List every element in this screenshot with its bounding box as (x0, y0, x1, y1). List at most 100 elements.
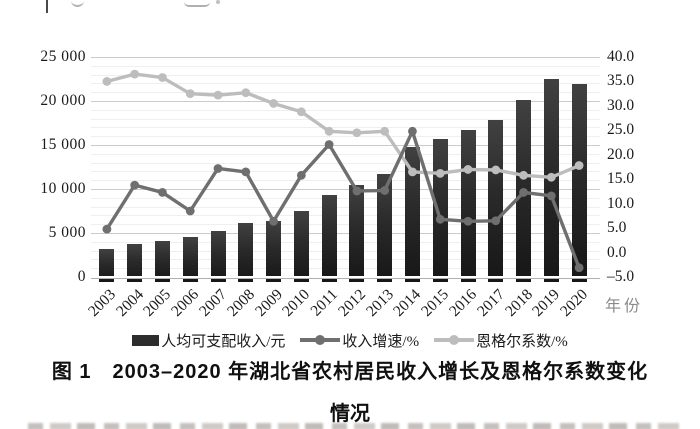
gridline-1000 (91, 268, 600, 270)
income-growth-point-2013 (380, 186, 390, 195)
income-growth-line-swatch-icon (300, 335, 341, 345)
legend-label-disposable-income: 人均可支配收入/元 (161, 333, 286, 350)
engel-point-2016 (463, 165, 473, 174)
x-tick-label-2011: 2011 (307, 286, 342, 320)
income-growth-point-2017 (491, 216, 501, 226)
income-growth-line (105, 129, 581, 269)
bar-2003 (99, 248, 115, 282)
x-tick-label-2013: 2013 (362, 286, 397, 320)
engel-point-2005 (158, 73, 167, 82)
gridline-25000 (91, 57, 600, 58)
x-tick-label-2018: 2018 (501, 286, 536, 320)
income-growth-point-2016 (463, 216, 473, 226)
engel-point-2020 (574, 161, 584, 170)
income-growth-point-2010 (296, 170, 306, 180)
x-tick-label-2016: 2016 (446, 286, 481, 320)
y-tick-right-1: 35.0 (607, 72, 635, 90)
y-tick-left-2: 15 000 (40, 136, 86, 153)
income-growth-point-2011 (324, 140, 334, 149)
engel-point-2019 (546, 172, 556, 182)
gridline-4000 (91, 241, 600, 243)
bar-2009 (266, 220, 282, 282)
y-tick-right-4: 20.0 (607, 145, 635, 163)
engel-point-2006 (185, 89, 195, 99)
gridline-23000 (91, 74, 600, 76)
income-growth-point-2020 (574, 263, 584, 273)
x-tick-label-2005: 2005 (140, 286, 175, 320)
x-axis-line (91, 278, 600, 279)
gridline-7000 (91, 215, 600, 217)
x-tick-label-2012: 2012 (334, 286, 369, 320)
income-growth-point-2009 (269, 216, 278, 226)
engel-point-2015 (435, 168, 445, 178)
gridline-9000 (91, 197, 600, 199)
y-tick-right-9: –5.0 (607, 268, 635, 285)
gridline-13000 (91, 162, 600, 164)
x-tick-label-2009: 2009 (251, 286, 286, 320)
x-tick-label-2006: 2006 (168, 286, 203, 320)
gridline-15000 (91, 145, 600, 146)
income-growth-point-2008 (241, 167, 251, 177)
bar-2020 (571, 84, 587, 282)
x-tick-label-2004: 2004 (112, 286, 147, 320)
bar-2004 (127, 244, 143, 282)
x-tick-label-2019: 2019 (529, 286, 564, 320)
plot-area (91, 57, 600, 282)
y-tick-left-4: 5 000 (48, 224, 86, 241)
engel-point-2018 (519, 170, 528, 180)
legend: 人均可支配收入/元 收入增速/% 恩格尔系数/% (0, 330, 700, 350)
income-growth-point-2007 (213, 164, 223, 173)
y-tick-left-3: 10 000 (40, 180, 86, 197)
bar-2017 (488, 120, 504, 282)
engel-point-2012 (352, 128, 362, 138)
cropped-text-remnant (71, 0, 84, 7)
engel-point-2017 (491, 165, 501, 175)
x-tick-label-2003: 2003 (84, 286, 119, 320)
y-tick-left-1: 20 000 (40, 92, 86, 109)
x-tick-label-2020: 2020 (557, 286, 592, 320)
engel-point-2003 (102, 77, 112, 86)
gridline-6000 (91, 224, 600, 226)
x-tick-label-2007: 2007 (196, 286, 231, 320)
cropped-text-remnant (184, 0, 210, 7)
income-growth-point-2015 (435, 214, 445, 224)
gridline-24000 (91, 65, 600, 67)
gridline-8000 (91, 206, 600, 208)
gridline-22000 (91, 83, 600, 85)
line-series-layer (102, 69, 584, 273)
gridline-2000 (91, 259, 600, 261)
y-tick-right-7: 5.0 (607, 219, 627, 237)
gridline-18000 (91, 118, 600, 120)
gridline-16000 (91, 136, 600, 138)
y-tick-right-5: 15.0 (607, 170, 635, 188)
cropped-text-remnant (216, 0, 220, 4)
bar-2010 (293, 211, 309, 282)
engel-point-2011 (324, 126, 334, 136)
gridline-19000 (91, 109, 600, 111)
figure-caption-line1: 图 1 2003–2020 年湖北省农村居民收入增长及恩格尔系数变化 (51, 361, 649, 383)
bar-2012 (349, 185, 365, 282)
x-axis-labels: 2003 2004 2005 2006 2007 2008 2009 2010 2011 2012… (85, 282, 593, 320)
gridline-3000 (91, 250, 600, 252)
x-tick-label-2010: 2010 (279, 286, 314, 320)
engel-point-2014 (408, 167, 417, 177)
bar-2014 (404, 146, 420, 282)
income-growth-point-2004 (130, 180, 140, 190)
y-tick-right-8: 0.0 (607, 243, 627, 261)
income-growth-point-2006 (185, 206, 195, 216)
engel-point-2007 (213, 90, 223, 100)
y-tick-left-0: 25 000 (40, 48, 86, 65)
x-tick-label-2017: 2017 (473, 286, 508, 320)
cropped-text-remnant-bar (46, 0, 48, 13)
income-growth-point-2014 (408, 126, 417, 136)
gridline-21000 (91, 92, 600, 94)
income-growth-point-2018 (519, 188, 528, 197)
y-tick-right-0: 40.0 (607, 48, 635, 65)
bar-2007 (210, 231, 226, 282)
x-axis-band (93, 276, 594, 279)
cropped-paragraph-top (28, 423, 683, 429)
engel-line (106, 72, 580, 179)
bar-series-swatch-icon (132, 334, 160, 346)
legend-item-disposable-income: 人均可支配收入/元 (132, 330, 285, 351)
